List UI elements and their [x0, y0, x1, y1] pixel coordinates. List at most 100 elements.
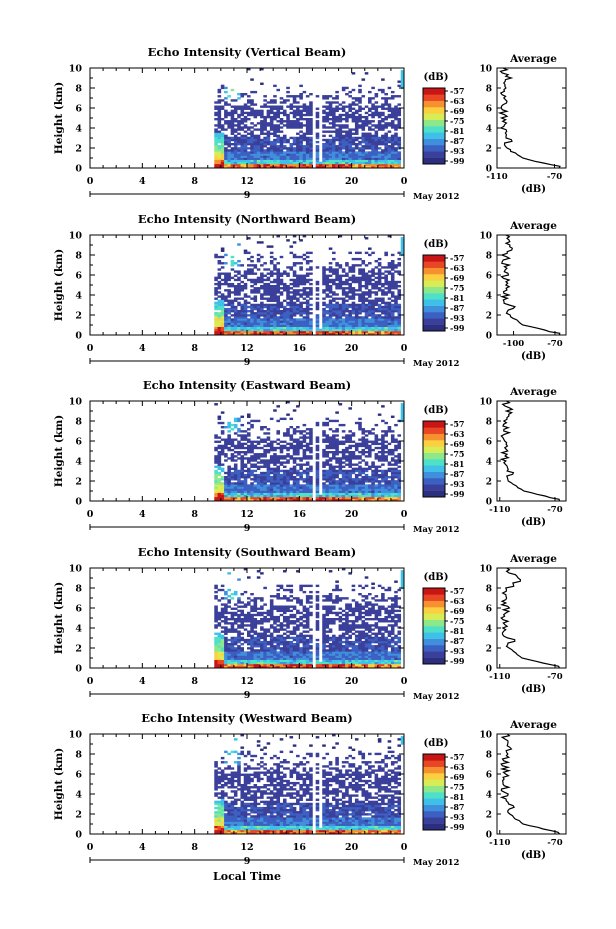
- heatmap-cell: [315, 423, 320, 427]
- heatmap-cell: [309, 434, 313, 437]
- x-tick-label: 0: [401, 509, 408, 520]
- heatmap-cell: [289, 245, 294, 248]
- heatmap-cell: [227, 332, 231, 336]
- heatmap-cell: [351, 488, 356, 491]
- heatmap-cell: [289, 492, 294, 496]
- heatmap-cell: [397, 84, 402, 88]
- heatmap-cell: [263, 440, 267, 443]
- heatmap-cell: [374, 282, 379, 286]
- heatmap-cell: [227, 301, 231, 305]
- heatmap-cell: [354, 111, 359, 115]
- heatmap-cell: [322, 455, 326, 458]
- heatmap-cell: [384, 278, 388, 282]
- heatmap-cell: [276, 272, 281, 275]
- heatmap-cell: [260, 149, 264, 152]
- heatmap-cell: [397, 473, 402, 477]
- heatmap-cell: [400, 247, 405, 250]
- heatmap-cell: [302, 287, 307, 290]
- heatmap-cell: [217, 444, 222, 448]
- heatmap-cell: [214, 128, 218, 131]
- heatmap-cell: [322, 496, 326, 500]
- heatmap-cell: [374, 478, 379, 481]
- heatmap-cell: [214, 653, 218, 656]
- heatmap-cell: [368, 444, 372, 448]
- heatmap-cell: [279, 293, 284, 296]
- heatmap-cell: [348, 455, 352, 458]
- heatmap-cell: [364, 299, 369, 302]
- heatmap-cell: [266, 136, 271, 140]
- heatmap-cell: [335, 274, 339, 277]
- heatmap-cell: [315, 145, 320, 148]
- heatmap-cell: [371, 136, 375, 140]
- heatmap-cell: [341, 451, 346, 454]
- heatmap-cell: [397, 262, 402, 265]
- heatmap-cell: [328, 151, 333, 154]
- heatmap-cell: [224, 115, 228, 119]
- heatmap-cell: [266, 122, 271, 125]
- heatmap-cell: [214, 161, 218, 165]
- heatmap-cell: [214, 328, 218, 332]
- heatmap-cell: [276, 235, 281, 238]
- heatmap-cell: [345, 492, 349, 496]
- heatmap-cell: [328, 496, 333, 500]
- heatmap-cell: [230, 299, 235, 302]
- heatmap-cell: [227, 651, 231, 654]
- heatmap-cell: [341, 161, 346, 165]
- heatmap-cell: [354, 486, 359, 489]
- colorbar-tick-label: -75: [450, 283, 464, 293]
- heatmap-cell: [374, 291, 379, 294]
- heatmap-cell: [263, 330, 267, 334]
- heatmap-cell: [341, 105, 346, 108]
- heatmap-cell: [309, 484, 313, 487]
- heatmap-cell: [302, 457, 307, 460]
- heatmap-cell: [400, 417, 405, 421]
- heatmap-cell: [387, 161, 392, 165]
- heatmap-cell: [233, 138, 238, 142]
- heatmap-cell: [266, 436, 271, 439]
- colorbar-swatch: [423, 478, 445, 485]
- heatmap-cell: [322, 465, 326, 468]
- heatmap-cell: [384, 163, 388, 167]
- heatmap-cell: [240, 297, 245, 300]
- heatmap-cell: [368, 478, 372, 481]
- heatmap-cell: [358, 303, 362, 307]
- heatmap-cell: [220, 430, 225, 433]
- heatmap-cell: [279, 118, 284, 121]
- heatmap-cell: [282, 324, 287, 327]
- heatmap-cell: [325, 471, 330, 475]
- heatmap-cell: [338, 303, 343, 307]
- heatmap-cell: [237, 444, 241, 448]
- heatmap-cell: [266, 115, 271, 119]
- heatmap-cell: [289, 111, 294, 115]
- heatmap-cell: [233, 307, 238, 311]
- heatmap-cell: [256, 484, 261, 487]
- heatmap-cell: [302, 318, 307, 321]
- heatmap-cell: [276, 115, 281, 119]
- heatmap-cell: [217, 663, 222, 667]
- heatmap-cell: [230, 455, 235, 458]
- heatmap-cell: [332, 107, 336, 110]
- heatmap-cell: [377, 159, 382, 163]
- heatmap-cell: [217, 588, 222, 592]
- heatmap-cell: [364, 476, 369, 479]
- heatmap-cell: [377, 332, 382, 336]
- heatmap-cell: [384, 318, 388, 321]
- heatmap-cell: [371, 469, 375, 473]
- heatmap-cell: [286, 303, 290, 307]
- heatmap-cell: [315, 463, 320, 466]
- heatmap-cell: [309, 455, 313, 458]
- heatmap-cell: [230, 314, 235, 317]
- heatmap-cell: [338, 278, 343, 282]
- heatmap-cell: [233, 498, 238, 502]
- heatmap-cell: [338, 145, 343, 148]
- heatmap-cell: [220, 138, 225, 142]
- heatmap-cell: [315, 159, 320, 163]
- heatmap-cell: [390, 111, 395, 115]
- heatmap-cell: [351, 165, 356, 169]
- heatmap-cell: [289, 149, 294, 152]
- heatmap-cell: [358, 492, 362, 496]
- heatmap-cell: [341, 268, 346, 271]
- heatmap-cell: [253, 440, 258, 443]
- heatmap-cell: [214, 659, 218, 663]
- heatmap-cell: [276, 126, 281, 129]
